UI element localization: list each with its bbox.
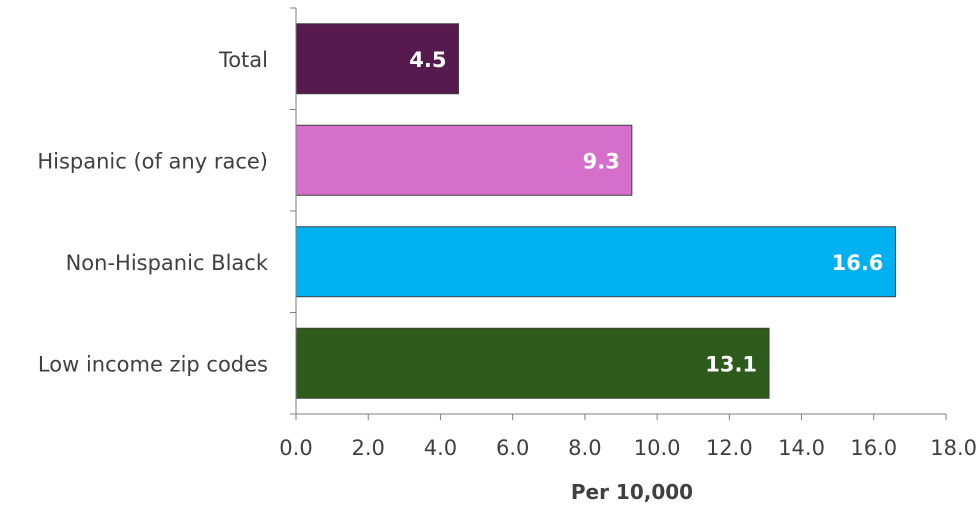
x-tick-label: 2.0 <box>352 436 385 460</box>
data-label: 9.3 <box>583 149 620 173</box>
category-label: Non-Hispanic Black <box>66 251 269 275</box>
data-label: 13.1 <box>705 352 757 376</box>
x-tick-label: 18.0 <box>930 436 977 460</box>
bars-layer: 4.5 9.3 16.6 13.1 <box>295 23 896 399</box>
x-tick-label: 6.0 <box>496 436 529 460</box>
bar <box>295 327 770 399</box>
data-label: 4.5 <box>409 48 446 72</box>
category-label: Low income zip codes <box>38 352 268 376</box>
x-tick-label: 12.0 <box>706 436 753 460</box>
x-tick-label: 16.0 <box>850 436 897 460</box>
x-tick-label: 10.0 <box>634 436 681 460</box>
data-label: 16.6 <box>832 251 884 275</box>
x-tick-label: 14.0 <box>778 436 825 460</box>
x-axis-title: Per 10,000 <box>571 480 693 504</box>
category-label: Total <box>218 48 268 72</box>
x-tick-label: 4.0 <box>424 436 457 460</box>
x-tick-label: 0.0 <box>279 436 312 460</box>
bar <box>295 23 459 95</box>
category-labels: Total Hispanic (of any race) Non-Hispanic … <box>37 48 269 377</box>
axes: 0.0 2.0 4.0 6.0 8.0 10.0 12.0 14.0 16.0 18.0 <box>279 7 977 460</box>
x-tick-label: 8.0 <box>568 436 601 460</box>
bar <box>295 226 896 298</box>
bar <box>295 124 633 196</box>
category-label: Hispanic (of any race) <box>37 149 268 173</box>
